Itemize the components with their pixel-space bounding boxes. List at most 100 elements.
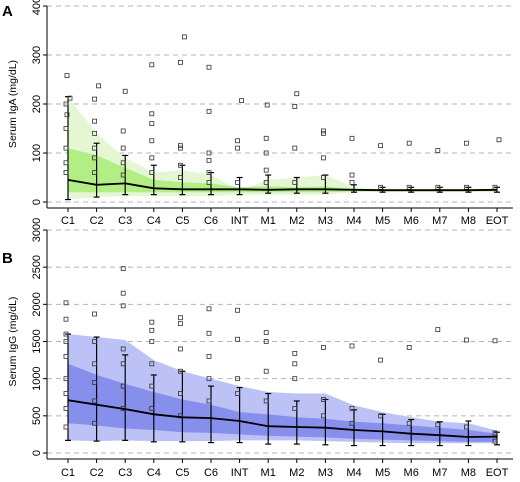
- data-point: [235, 336, 241, 342]
- data-point: [406, 345, 412, 350]
- data-point: [294, 91, 300, 97]
- data-point: [206, 179, 212, 185]
- panel-b-serum-igg: 0 500 1000 1500 2000 2500 3000 C1 C2 C3 C4 C5 C6 INT M…: [2, 218, 513, 479]
- x-tick-label: C5: [175, 215, 189, 227]
- data-point: [406, 420, 412, 426]
- data-point: [92, 339, 97, 344]
- x-tick-label: M6: [404, 215, 419, 227]
- x-tick-label: INT: [231, 215, 249, 227]
- y-tick-label: 0: [31, 199, 43, 205]
- data-point: [177, 59, 183, 65]
- data-point: [378, 357, 384, 363]
- data-point: [320, 397, 326, 402]
- x-tick-label: M2: [289, 467, 304, 479]
- x-tick-label: M8: [461, 215, 476, 227]
- x-tick-label: M6: [404, 467, 419, 479]
- data-point: [263, 167, 269, 173]
- y-tick-label: 2500: [31, 255, 43, 279]
- x-tick-label: M8: [461, 467, 476, 479]
- y-tick-label: 400: [31, 0, 43, 15]
- data-point: [177, 391, 183, 396]
- data-point: [96, 83, 101, 89]
- outer-range-band: [68, 96, 497, 200]
- data-point: [349, 172, 355, 178]
- x-tick-label: C2: [90, 215, 104, 227]
- data-point: [320, 175, 326, 180]
- x-tick-label: C4: [147, 467, 161, 479]
- data-point: [92, 145, 97, 151]
- data-point: [463, 424, 469, 430]
- data-point: [206, 170, 212, 176]
- x-tick-label: C2: [90, 467, 104, 479]
- data-point: [63, 353, 69, 359]
- data-point: [149, 111, 155, 117]
- x-tick-label: C1: [61, 215, 75, 227]
- data-point: [67, 95, 73, 101]
- data-point: [120, 361, 126, 367]
- panel-label: B: [2, 250, 13, 267]
- data-point: [235, 145, 241, 151]
- data-point: [263, 339, 269, 344]
- x-tick-label: INT: [231, 467, 249, 479]
- data-point: [92, 311, 97, 317]
- data-point: [92, 130, 97, 136]
- y-tick-label: 2000: [31, 292, 43, 316]
- data-point: [349, 179, 355, 185]
- data-point: [120, 346, 126, 352]
- data-point: [206, 353, 212, 359]
- data-point: [206, 108, 212, 114]
- data-point: [177, 143, 183, 149]
- data-point: [435, 327, 441, 333]
- y-tick-label: 3000: [31, 218, 43, 242]
- data-point: [63, 424, 69, 430]
- x-tick-label: C6: [204, 467, 218, 479]
- data-point: [149, 319, 155, 325]
- data-point: [92, 379, 97, 385]
- data-point: [263, 150, 269, 156]
- data-point: [349, 420, 355, 426]
- x-tick-label: EOT: [486, 467, 509, 479]
- median-line: [67, 179, 498, 192]
- inner-range-band: [68, 363, 497, 442]
- data-point: [92, 361, 97, 367]
- data-point: [206, 330, 212, 336]
- data-point: [63, 376, 69, 382]
- data-point: [181, 34, 187, 40]
- data-point: [120, 145, 126, 151]
- data-point: [263, 330, 269, 335]
- x-tick-label: M5: [375, 467, 390, 479]
- x-tick-label: M1: [261, 215, 276, 227]
- data-point: [292, 104, 298, 109]
- data-point: [406, 184, 412, 190]
- data-point: [177, 321, 183, 327]
- data-point: [63, 405, 69, 411]
- x-tick-label: M4: [346, 467, 361, 479]
- data-point: [122, 88, 128, 94]
- y-tick-label: 100: [31, 144, 43, 162]
- data-point: [177, 162, 183, 168]
- data-point: [235, 307, 241, 313]
- data-point: [64, 73, 70, 78]
- data-point: [120, 303, 126, 309]
- data-point: [149, 62, 155, 68]
- x-tick-label: C3: [118, 467, 132, 479]
- data-point: [435, 148, 441, 153]
- data-point: [349, 343, 355, 349]
- x-tick-label: C6: [204, 215, 218, 227]
- x-tick-label: M7: [432, 215, 447, 227]
- data-point: [349, 135, 355, 141]
- y-tick-label: 0: [31, 450, 43, 456]
- data-point: [435, 422, 441, 428]
- data-point: [63, 300, 69, 306]
- data-point: [206, 376, 212, 382]
- data-point: [320, 128, 326, 134]
- data-point: [378, 413, 384, 419]
- data-point: [206, 150, 212, 156]
- data-point: [492, 430, 498, 436]
- data-point: [63, 331, 69, 337]
- data-point: [235, 179, 241, 185]
- x-tick-label: M5: [375, 215, 390, 227]
- data-point: [177, 315, 183, 321]
- median-line: [67, 399, 498, 438]
- data-point: [92, 118, 97, 124]
